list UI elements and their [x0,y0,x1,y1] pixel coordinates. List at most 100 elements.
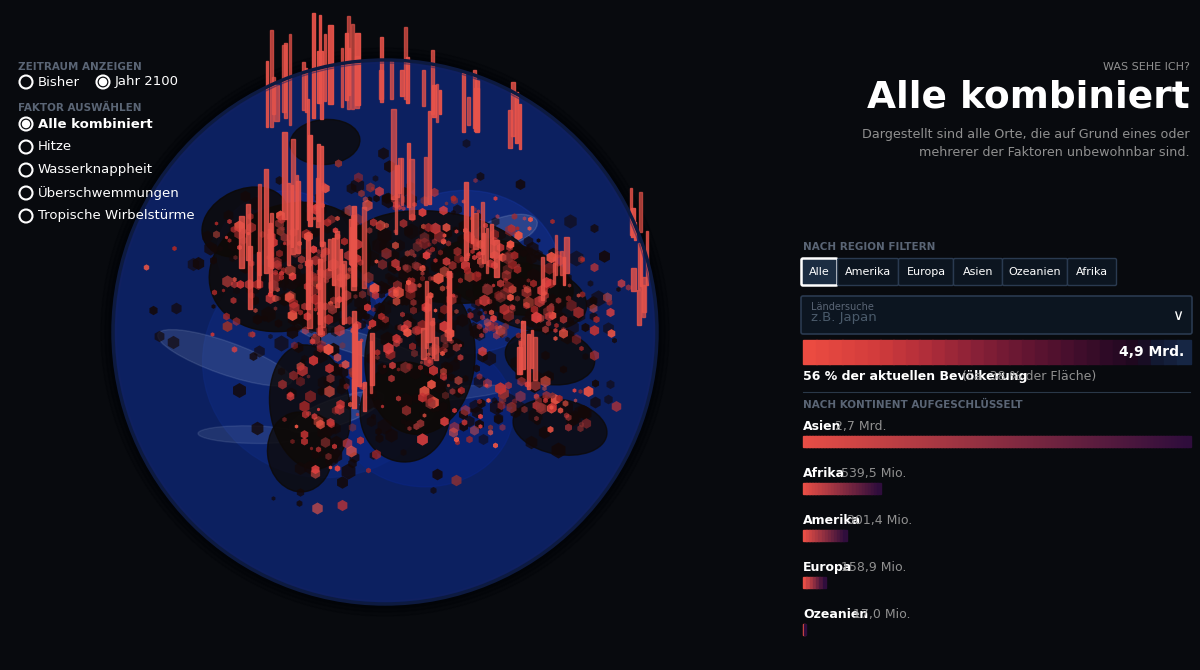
Bar [1136,436,1140,447]
Bar [425,281,428,348]
Bar [947,436,950,447]
Bar [1112,340,1127,364]
Bar [834,530,838,541]
Ellipse shape [202,187,288,257]
Bar [857,436,860,447]
Bar [426,295,431,342]
Bar [328,239,331,270]
Bar [998,436,1002,447]
Bar [358,342,361,386]
Bar [428,111,431,204]
Text: z.B. Japan: z.B. Japan [811,312,877,324]
Bar [839,436,842,447]
Bar [400,70,403,96]
Bar [353,206,356,286]
Bar [810,577,814,588]
Text: Alle kombiniert: Alle kombiniert [38,117,152,131]
Bar [284,43,287,118]
Bar [348,48,349,95]
Bar [820,577,823,588]
Bar [844,530,847,541]
Bar [407,57,409,103]
Bar [1009,340,1024,364]
Bar [1100,436,1104,447]
Bar [1031,436,1034,447]
Text: Ozeanien: Ozeanien [1009,267,1061,277]
Bar [646,230,648,285]
Bar [865,483,869,494]
Bar [896,436,900,447]
Bar [473,213,478,249]
Bar [642,285,644,317]
Bar [391,109,396,199]
Bar [439,90,442,114]
Bar [1048,340,1062,364]
Bar [541,257,545,299]
Bar [859,483,863,494]
Bar [828,483,832,494]
Bar [1139,436,1142,447]
Bar [264,170,268,273]
Bar [270,29,274,127]
Bar [815,483,818,494]
Bar [353,324,358,385]
Ellipse shape [360,362,450,462]
Bar [980,436,984,447]
Bar [638,243,641,289]
Text: 56 % der aktuellen Bevölkerung: 56 % der aktuellen Bevölkerung [803,370,1027,383]
Bar [911,436,914,447]
Text: NACH KONTINENT AUFGESCHLÜSSELT: NACH KONTINENT AUFGESCHLÜSSELT [803,400,1022,410]
Bar [355,56,359,108]
Bar [1052,436,1056,447]
Bar [821,436,824,447]
Bar [804,624,806,635]
Bar [473,70,475,128]
Text: Bisher: Bisher [38,76,80,88]
Bar [878,436,882,447]
Bar [856,483,859,494]
Bar [1087,340,1100,364]
Bar [851,436,854,447]
Bar [944,436,948,447]
Bar [306,234,311,309]
Bar [818,483,822,494]
Bar [824,436,828,447]
Text: ∨: ∨ [1172,308,1183,324]
Bar [1037,436,1040,447]
Bar [828,530,832,541]
Bar [944,340,959,364]
Text: Dargestellt sind alle Orte, die auf Grund eines oder: Dargestellt sind alle Orte, die auf Grun… [863,128,1190,141]
Bar [803,436,806,447]
Bar [941,436,944,447]
Bar [1099,340,1114,364]
Text: Asien: Asien [962,267,994,277]
Bar [812,436,816,447]
Bar [884,436,888,447]
Bar [448,272,451,334]
Bar [350,24,354,109]
Text: Amerika: Amerika [845,267,892,277]
Bar [818,530,822,541]
Text: ZEITRAUM ANZEIGEN: ZEITRAUM ANZEIGEN [18,62,142,72]
Bar [929,436,932,447]
Bar [816,577,820,588]
Bar [282,133,287,219]
Bar [631,268,636,291]
Bar [803,577,806,588]
Bar [1058,436,1062,447]
Bar [1001,436,1004,447]
Bar [342,261,347,324]
Text: Afrika: Afrika [1076,267,1108,277]
Bar [836,530,840,541]
Ellipse shape [437,239,574,316]
Bar [370,340,372,393]
Bar [1154,436,1158,447]
Bar [846,483,850,494]
Circle shape [106,52,665,612]
Bar [482,232,485,263]
Bar [1166,436,1170,447]
Ellipse shape [268,412,332,492]
Bar [275,85,278,121]
Text: Ozeanien: Ozeanien [803,608,869,621]
Bar [355,33,360,105]
